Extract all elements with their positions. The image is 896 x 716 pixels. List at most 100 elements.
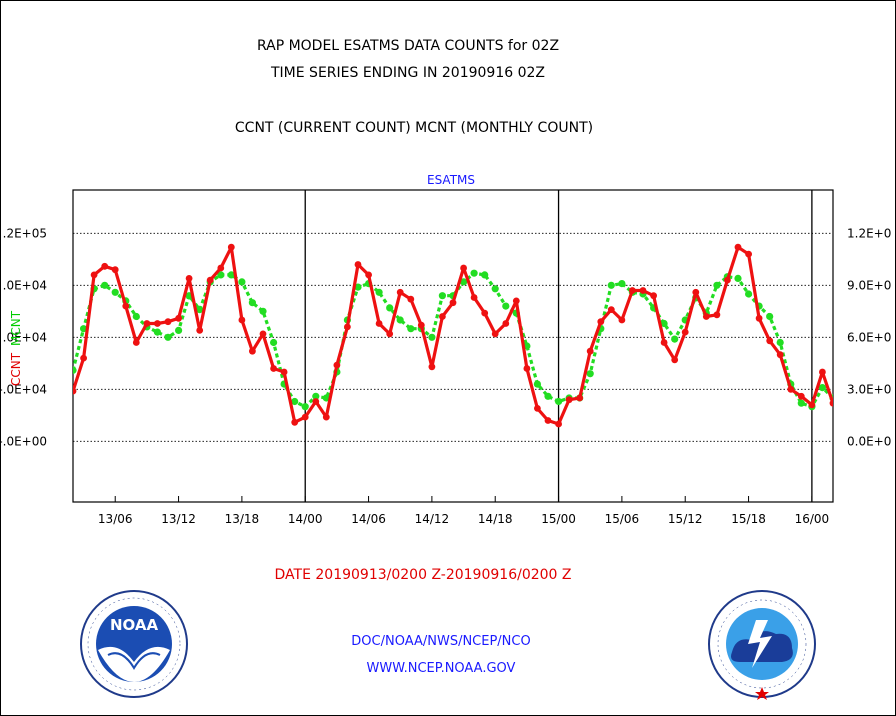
- data-point-ccnt: [692, 288, 700, 296]
- data-point-mcnt: [460, 278, 468, 286]
- data-point-ccnt: [702, 313, 710, 320]
- data-point-mcnt: [227, 271, 235, 279]
- data-point-ccnt: [724, 276, 731, 284]
- data-point-mcnt: [671, 335, 679, 343]
- data-point-mcnt: [734, 274, 742, 282]
- data-point-ccnt: [154, 320, 161, 327]
- x-tick-label: 15/06: [605, 512, 640, 526]
- data-point-ccnt: [618, 316, 626, 324]
- y-tick-label-right: 1.2E+0: [847, 226, 891, 240]
- data-point-ccnt: [301, 413, 309, 421]
- data-point-ccnt: [164, 318, 172, 326]
- data-point-ccnt: [122, 302, 130, 310]
- data-point-mcnt: [481, 271, 489, 279]
- data-point-mcnt: [386, 304, 394, 312]
- data-point-ccnt: [90, 271, 98, 279]
- y-axis-left-ticks: -.0E+00 -.0E+04 .0E+04 .0E+04 .2E+05: [0, 226, 47, 448]
- website-link[interactable]: WWW.NCEP.NOAA.GOV: [367, 661, 516, 676]
- data-point-mcnt: [470, 269, 478, 277]
- data-point-ccnt: [755, 314, 763, 322]
- data-point-ccnt: [259, 330, 267, 338]
- data-point-ccnt: [819, 368, 826, 376]
- x-tick-label: 14/12: [415, 512, 450, 526]
- data-point-ccnt: [808, 401, 816, 409]
- data-point-mcnt: [270, 338, 278, 347]
- data-point-mcnt: [73, 366, 77, 374]
- data-point-ccnt: [660, 339, 668, 346]
- data-point-ccnt: [101, 262, 109, 270]
- data-point-ccnt: [73, 387, 77, 395]
- data-point-mcnt: [840, 365, 847, 372]
- x-tick-label: 14/18: [478, 512, 513, 526]
- data-point-mcnt: [502, 302, 510, 310]
- data-point-ccnt: [586, 347, 594, 355]
- data-point-ccnt: [175, 314, 183, 322]
- data-point-mcnt: [312, 392, 320, 400]
- x-tick-label: 13/06: [98, 512, 133, 526]
- x-tick-label: 14/00: [288, 512, 323, 526]
- gridlines: [73, 232, 833, 442]
- plot-area: 13/06 13/12 13/18 14/00 14/06 14/12 14/18 15/00…: [0, 189, 891, 526]
- day-divider-lines: [304, 190, 813, 502]
- y-tick-label-left: -.0E+00: [0, 434, 47, 448]
- nws-logo-icon: [708, 590, 816, 700]
- data-point-mcnt: [544, 392, 552, 400]
- data-point-ccnt: [417, 321, 425, 329]
- data-point-mcnt: [291, 397, 299, 406]
- data-point-ccnt: [439, 313, 446, 320]
- data-point-mcnt: [766, 312, 774, 321]
- data-point-mcnt: [607, 281, 615, 289]
- series-line-ccnt: [73, 245, 833, 426]
- y-tick-label-right: 6.0E+0: [847, 330, 891, 344]
- data-point-ccnt: [776, 351, 784, 359]
- data-point-ccnt: [280, 368, 288, 376]
- data-point-ccnt: [555, 420, 562, 428]
- data-point-mcnt: [776, 338, 784, 347]
- data-point-ccnt: [291, 418, 299, 426]
- x-axis-ticks: 13/06 13/12 13/18 14/00 14/06 14/12 14/18 15/00…: [98, 496, 829, 526]
- data-point-ccnt: [470, 294, 478, 301]
- data-point-ccnt: [460, 264, 467, 272]
- data-point-mcnt: [217, 271, 225, 279]
- data-point-ccnt: [185, 275, 193, 282]
- data-point-ccnt: [840, 374, 847, 381]
- chart-title-line-1: RAP MODEL ESATMS DATA COUNTS for 02Z: [257, 38, 559, 54]
- data-point-mcnt: [322, 394, 330, 402]
- data-point-ccnt: [671, 356, 679, 364]
- series-lines: [73, 243, 847, 428]
- x-tick-label: 15/12: [668, 512, 703, 526]
- noaa-logo-icon: NOAA: [80, 590, 188, 698]
- data-point-ccnt: [681, 328, 689, 336]
- data-point-mcnt: [660, 319, 668, 328]
- data-point-ccnt: [270, 365, 277, 372]
- data-point-ccnt: [227, 243, 235, 251]
- x-tick-label: 13/18: [225, 512, 260, 526]
- x-tick-label: 16/00: [795, 512, 830, 526]
- y-axis-label-ccnt: CCNT: [9, 352, 23, 386]
- data-point-ccnt: [629, 287, 636, 294]
- data-point-ccnt: [312, 398, 320, 405]
- data-point-ccnt: [143, 320, 151, 327]
- data-point-ccnt: [565, 396, 573, 404]
- data-point-ccnt: [576, 394, 584, 402]
- data-point-ccnt: [481, 309, 489, 317]
- data-point-ccnt: [354, 261, 362, 268]
- x-tick-label: 15/18: [731, 512, 766, 526]
- data-point-mcnt: [301, 403, 309, 411]
- plot-border: [72, 189, 834, 503]
- data-point-ccnt: [365, 271, 372, 279]
- data-point-ccnt: [333, 361, 341, 369]
- chart-title-line-3: CCNT (CURRENT COUNT) MCNT (MONTHLY COUNT…: [235, 120, 593, 136]
- data-point-ccnt: [132, 339, 140, 346]
- y-tick-label-left: .2E+05: [3, 226, 47, 240]
- x-tick-label: 15/00: [541, 512, 576, 526]
- data-point-mcnt: [491, 285, 499, 293]
- date-range-label: DATE 20190913/0200 Z-20190916/0200 Z: [275, 567, 572, 583]
- y-tick-label-right: 3.0E+0: [847, 382, 891, 396]
- data-point-mcnt: [132, 312, 140, 321]
- data-point-mcnt: [248, 299, 256, 307]
- data-point-ccnt: [344, 323, 351, 331]
- data-point-mcnt: [111, 288, 119, 296]
- data-point-mcnt: [396, 316, 404, 324]
